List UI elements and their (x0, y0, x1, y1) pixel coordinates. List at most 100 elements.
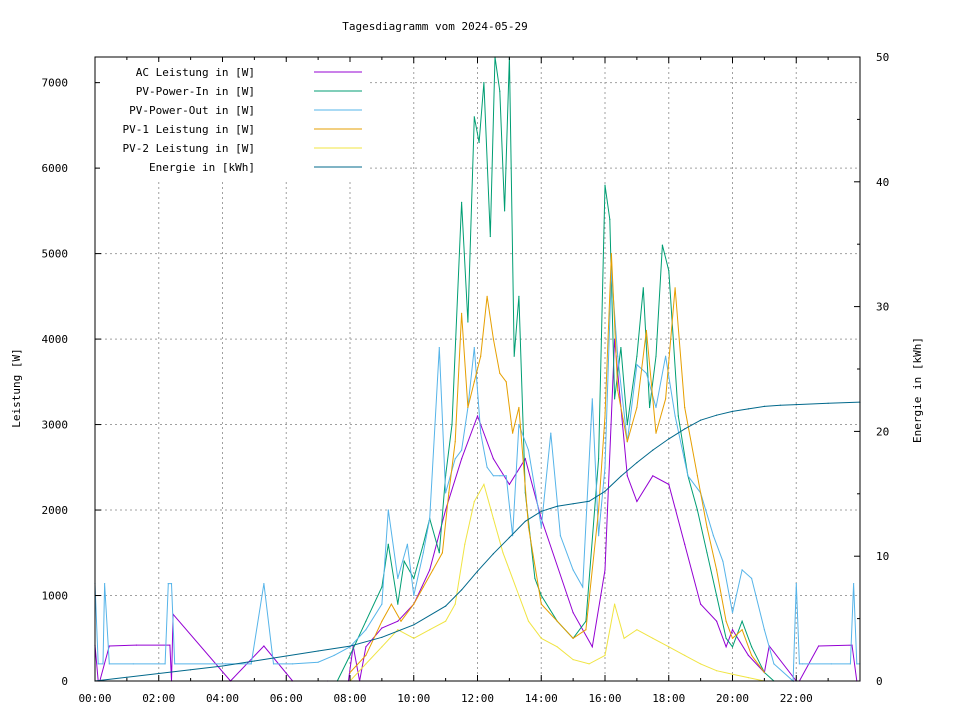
data-point (716, 414, 718, 416)
data-point (397, 577, 399, 580)
y2-tick-label: 30 (876, 301, 889, 314)
data-point (397, 629, 399, 631)
data-point (108, 663, 110, 665)
data-point (263, 583, 265, 585)
data-point (365, 654, 367, 657)
x-tick-label: 12:00 (461, 692, 494, 705)
data-point (524, 458, 526, 460)
data-point (445, 620, 447, 622)
data-point (333, 654, 335, 657)
y-tick-label: 5000 (42, 248, 69, 261)
y-axis-label: Leistung [W] (10, 348, 23, 427)
data-point (508, 483, 510, 485)
data-point (221, 665, 224, 667)
data-point (818, 645, 820, 647)
x-tick-label: 14:00 (525, 692, 558, 705)
data-point (461, 201, 463, 203)
data-point (518, 594, 520, 597)
data-point (674, 415, 676, 417)
data-point (272, 663, 275, 665)
data-point (464, 543, 466, 545)
data-point (492, 458, 494, 460)
data-point (540, 510, 542, 512)
data-point (422, 552, 424, 554)
data-point (381, 646, 383, 648)
data-point (540, 637, 542, 639)
data-point (174, 663, 176, 665)
data-point (403, 560, 405, 562)
legend-label: PV-Power-Out in [W] (129, 104, 255, 117)
data-point (413, 577, 415, 580)
data-point (413, 594, 415, 597)
data-point (687, 475, 689, 477)
data-point (665, 398, 667, 400)
legend-label: Energie in [kWh] (149, 161, 255, 174)
data-point (397, 603, 399, 605)
data-point (432, 569, 434, 571)
data-point (626, 441, 628, 443)
data-point (365, 629, 367, 631)
data-point (604, 184, 606, 186)
data-point (102, 663, 104, 665)
data-point (604, 654, 606, 657)
data-point (413, 624, 415, 626)
data-point (518, 295, 520, 297)
data-point (441, 552, 443, 554)
data-point (349, 671, 351, 674)
data-point (700, 419, 702, 421)
data-point (473, 347, 475, 349)
series-3 (94, 270, 861, 683)
data-point (253, 660, 255, 662)
axis-layer: 00:00 02:00 04:00 06:00 08:00 10:00 12:00 14:00… (42, 51, 890, 705)
data-point (511, 432, 514, 434)
data-point (559, 535, 562, 537)
data-point (518, 424, 520, 426)
data-point (445, 492, 447, 494)
data-point (473, 116, 475, 118)
data-point (492, 518, 494, 520)
data-point (381, 627, 383, 629)
data-point (438, 552, 440, 554)
data-point (476, 415, 479, 417)
data-point (169, 644, 171, 646)
data-point (445, 509, 447, 511)
data-point (492, 553, 494, 555)
data-point (508, 536, 510, 539)
data-point (585, 629, 587, 631)
data-point (598, 509, 600, 511)
data-point (429, 629, 431, 631)
data-point (365, 620, 367, 622)
data-point (585, 620, 587, 622)
data-point (486, 295, 488, 297)
data-point (540, 603, 542, 605)
data-point (655, 432, 657, 434)
data-point (798, 663, 801, 665)
data-point (582, 586, 584, 588)
data-point (620, 475, 622, 477)
x-tick-label: 06:00 (270, 692, 303, 705)
data-point (550, 432, 552, 434)
data-point (461, 589, 463, 591)
data-point (397, 620, 399, 622)
data-point (448, 492, 450, 494)
data-point (572, 659, 574, 661)
data-point (636, 629, 638, 631)
x-tick-label: 10:00 (397, 692, 430, 705)
data-point (504, 210, 506, 212)
data-point (610, 253, 613, 255)
data-point (108, 645, 110, 647)
data-point (668, 483, 670, 485)
y2-tick-label: 10 (876, 550, 889, 563)
legend-label: PV-2 Leistung in [W] (123, 142, 255, 155)
data-point (499, 475, 501, 477)
data-point (445, 605, 447, 607)
data-point (461, 458, 463, 460)
data-point (636, 364, 638, 366)
data-point (534, 577, 536, 580)
data-point (747, 408, 750, 410)
data-point (480, 432, 482, 434)
data-point (725, 620, 727, 622)
data-point (499, 90, 501, 92)
data-point (591, 398, 593, 400)
